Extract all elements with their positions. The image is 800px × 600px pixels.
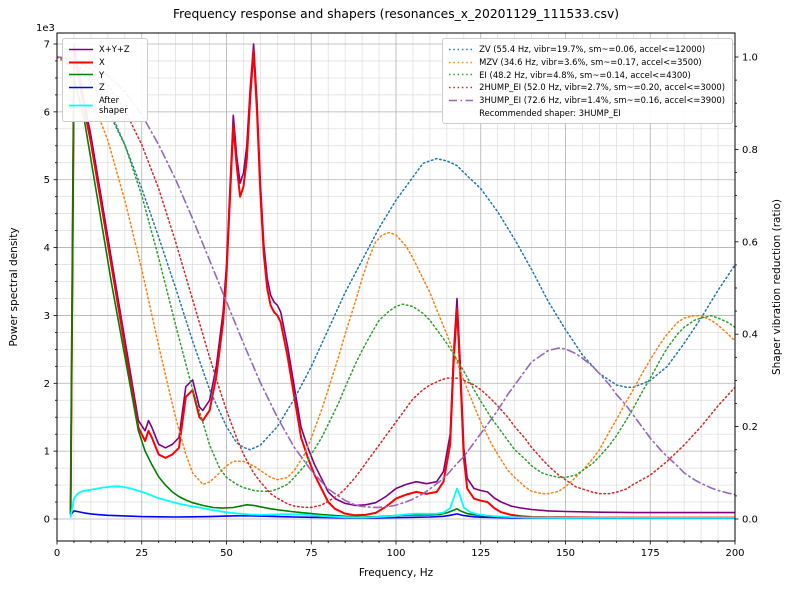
series-x-line — [69, 49, 735, 519]
major-grid — [57, 33, 735, 541]
legend-item: MZV (34.6 Hz, vibr=3.6%, sm~=0.17, accel… — [448, 57, 725, 68]
legend-label: Y — [99, 69, 105, 80]
tick-labels: 0 25 50 75 100 125 150 175 200 0 1 2 3 4 5 6 7 0.0 0.2 0.4 0… — [44, 40, 758, 560]
series-3hump_ei-line — [57, 56, 735, 509]
plot-curves — [57, 43, 735, 519]
legend-line-sample-empty — [448, 108, 474, 117]
legend-label: X+Y+Z — [99, 44, 130, 55]
legend-line-sample — [69, 86, 93, 89]
legend-item: X — [68, 57, 140, 68]
legend-label: 2HUMP_EI (52.0 Hz, vibr=2.7%, sm~=0.20, … — [479, 82, 725, 93]
y-right-tick-label: 1.0 — [742, 53, 758, 64]
legend-label: Z — [99, 82, 105, 93]
x-tick-label: 25 — [135, 548, 148, 559]
legend-item: After shaper — [68, 95, 140, 116]
x-tick-label: 175 — [641, 548, 660, 559]
legend-label: Recommended shaper: 3HUMP_EI — [479, 107, 621, 118]
y-left-tick-label: 3 — [44, 311, 50, 322]
x-tick-label: 200 — [725, 548, 744, 559]
y-right-tick-label: 0.2 — [742, 422, 758, 433]
legend-label: After shaper — [99, 94, 128, 116]
legend-item: 2HUMP_EI (52.0 Hz, vibr=2.7%, sm~=0.20, … — [448, 82, 725, 93]
legend-item: ZV (55.4 Hz, vibr=19.7%, sm~=0.06, accel… — [448, 44, 725, 55]
series-2hump_ei-line — [57, 56, 735, 509]
legend-line-sample — [69, 61, 93, 64]
legend-label: ZV (55.4 Hz, vibr=19.7%, sm~=0.06, accel… — [479, 44, 706, 55]
series-after-line — [69, 485, 735, 519]
legend-line-sample — [449, 74, 474, 76]
legend-line-sample — [69, 48, 93, 51]
series-zv-line — [57, 56, 735, 451]
legend-item: 3HUMP_EI (72.6 Hz, vibr=1.4%, sm~=0.16, … — [448, 95, 725, 106]
chart-title: Frequency response and shapers (resonanc… — [172, 7, 620, 21]
legend-line-sample — [449, 99, 474, 101]
legend-label: 3HUMP_EI (72.6 Hz, vibr=1.4%, sm~=0.16, … — [479, 94, 725, 105]
series-ei-line — [57, 56, 735, 493]
legend-line-sample — [449, 86, 474, 89]
x-tick-label: 50 — [220, 548, 233, 559]
y-left-tick-label: 4 — [44, 243, 50, 254]
y-left-tick-label: 2 — [44, 379, 50, 390]
legend-line-sample — [69, 104, 93, 107]
legend-line-sample — [69, 74, 93, 76]
x-tick-label: 125 — [471, 548, 490, 559]
y-left-tick-label: 6 — [44, 107, 50, 118]
tick-marks — [53, 43, 739, 545]
y-axis-label-right: Shaper vibration reduction (ratio) — [771, 199, 783, 375]
legend-item: Z — [68, 82, 140, 93]
series-xyz-line — [69, 43, 735, 514]
x-tick-label: 150 — [556, 548, 575, 559]
x-tick-label: 100 — [386, 548, 405, 559]
x-axis-label: Frequency, Hz — [358, 567, 434, 579]
y-axis-label-left: Power spectral density — [8, 227, 20, 346]
legend-line-sample — [449, 61, 474, 63]
legend-item-recommended: Recommended shaper: 3HUMP_EI — [448, 108, 725, 119]
y-right-tick-label: 0.8 — [742, 145, 758, 156]
legend-item: Y — [68, 70, 140, 81]
legend-line-sample — [449, 48, 474, 51]
x-tick-label: 0 — [54, 548, 60, 559]
y-right-tick-label: 0.4 — [742, 330, 758, 341]
y-left-tick-label: 7 — [44, 40, 50, 51]
legend-psd: X+Y+Z X Y Z After shaper — [62, 38, 148, 123]
series-y-line — [69, 77, 735, 519]
legend-item: EI (48.2 Hz, vibr=4.8%, sm~=0.14, accel<… — [448, 70, 725, 81]
series-mzv-line — [57, 56, 735, 495]
legend-label: EI (48.2 Hz, vibr=4.8%, sm~=0.14, accel<… — [479, 69, 691, 80]
legend-label: MZV (34.6 Hz, vibr=3.6%, sm~=0.17, accel… — [479, 56, 702, 67]
y-right-tick-label: 0.6 — [742, 237, 758, 248]
y-left-tick-label: 1 — [44, 447, 50, 458]
y-right-tick-label: 0.0 — [742, 515, 758, 526]
y-left-tick-label: 0 — [44, 515, 50, 526]
y-left-tick-label: 5 — [44, 175, 50, 186]
legend-label: X — [99, 56, 105, 67]
y-axis-offset-text: 1e3 — [36, 23, 55, 34]
x-tick-label: 75 — [305, 548, 318, 559]
legend-shapers: ZV (55.4 Hz, vibr=19.7%, sm~=0.06, accel… — [442, 38, 733, 125]
legend-item: X+Y+Z — [68, 44, 140, 55]
